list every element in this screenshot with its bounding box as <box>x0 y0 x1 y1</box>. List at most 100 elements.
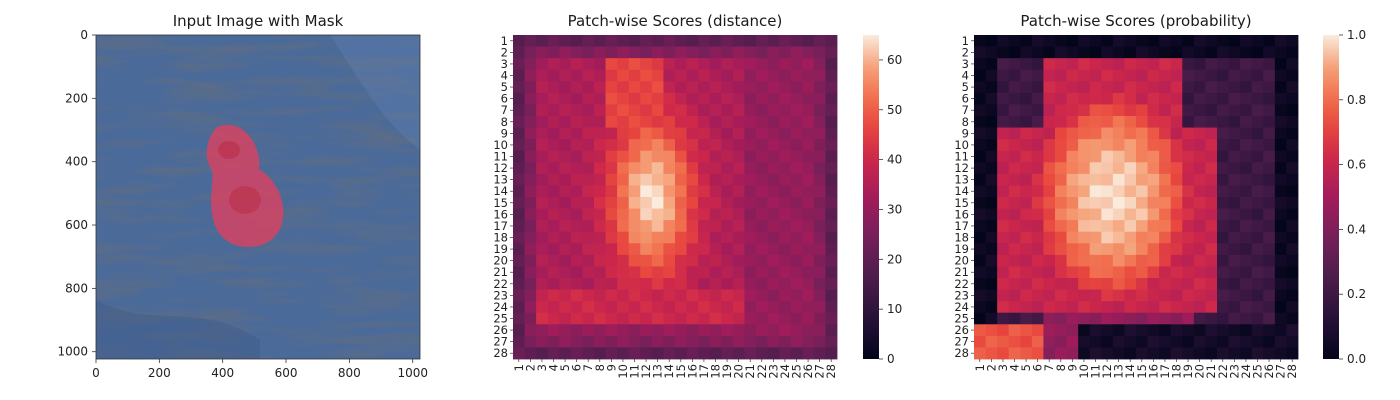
heatmap-cell <box>559 35 572 47</box>
panel1-ytick-label: 1000 <box>57 345 88 359</box>
heatmap-cell <box>651 116 664 128</box>
heatmap-cell <box>559 312 572 325</box>
heatmap-cell <box>524 139 537 152</box>
heatmap-cell <box>1112 301 1125 314</box>
heatmap-cell <box>1217 243 1229 256</box>
heatmap-cell <box>1136 208 1148 221</box>
heatmap-cell <box>1101 69 1114 82</box>
heatmap-cell <box>1263 208 1276 221</box>
heatmap-cell <box>756 335 768 348</box>
heatmap-cell <box>570 243 583 256</box>
heatmap-cell <box>651 289 664 302</box>
heatmap-cell <box>1205 185 1218 198</box>
heatmap-cell <box>1008 58 1021 71</box>
heatmap-cell <box>663 208 676 221</box>
heatmap-cell <box>1101 162 1114 175</box>
heatmap-cell <box>1055 139 1067 152</box>
heatmap-cell <box>594 185 606 198</box>
heatmap-cell <box>1147 150 1160 163</box>
heatmap-ytick-label: 12 <box>493 161 508 175</box>
panel1-xtick-label: 1000 <box>397 366 428 380</box>
heatmap-cell <box>1066 324 1079 337</box>
heatmap-cell <box>732 220 745 233</box>
heatmap-cell <box>524 231 537 244</box>
heatmap-ytick-label: 5 <box>501 80 508 94</box>
heatmap-cell <box>651 173 664 186</box>
heatmap-cell <box>756 231 768 244</box>
heatmap-cell <box>974 81 986 94</box>
heatmap-cell <box>686 301 699 314</box>
heatmap-cell <box>698 335 711 348</box>
heatmap-cell <box>1228 289 1241 302</box>
heatmap-cell <box>974 220 986 233</box>
heatmap-cell <box>790 197 803 209</box>
heatmap-cell <box>813 197 826 209</box>
heatmap-cell <box>559 324 572 337</box>
heatmap-cell <box>974 35 986 47</box>
heatmap-cell <box>1228 197 1241 209</box>
heatmap-cell <box>1251 220 1264 233</box>
heatmap-cell <box>802 46 815 59</box>
heatmap-xtick-label: 25 <box>790 364 804 379</box>
heatmap-cell <box>1066 278 1079 290</box>
heatmap-cell <box>1251 173 1264 186</box>
heatmap-cell <box>1147 254 1160 267</box>
heatmap-cell <box>802 69 815 82</box>
heatmap-cell <box>997 185 1010 198</box>
heatmap-cell <box>1078 266 1091 279</box>
heatmap-cell <box>1286 116 1299 128</box>
heatmap-cell <box>651 197 664 209</box>
heatmap-cell <box>1251 35 1264 47</box>
heatmap-cell <box>721 185 734 198</box>
heatmap-cell <box>686 46 699 59</box>
heatmap-cell <box>524 104 537 117</box>
heatmap-cell <box>675 289 687 302</box>
heatmap-xtick-label: 26 <box>1262 364 1276 379</box>
heatmap-cell <box>767 301 780 314</box>
heatmap-cell <box>813 231 826 244</box>
heatmap-cell <box>1217 116 1229 128</box>
heatmap-cell <box>709 185 722 198</box>
heatmap-cell <box>605 116 618 128</box>
heatmap-cell <box>663 289 676 302</box>
heatmap-cell <box>1078 162 1091 175</box>
heatmap-cell <box>997 92 1010 105</box>
heatmap-cell <box>559 231 572 244</box>
heatmap-cell <box>1159 116 1172 128</box>
heatmap-cell <box>790 312 803 325</box>
heatmap-cell <box>767 185 780 198</box>
heatmap-cell <box>559 81 572 94</box>
heatmap-cell <box>997 335 1010 348</box>
heatmap-cell <box>547 139 560 152</box>
heatmap-cell <box>1263 173 1276 186</box>
heatmap-cell <box>721 35 734 47</box>
heatmap-cell <box>1124 254 1137 267</box>
heatmap-cell <box>1263 347 1276 360</box>
heatmap-cell <box>721 301 734 314</box>
heatmap-cell <box>1263 185 1276 198</box>
heatmap-cell <box>1008 162 1021 175</box>
heatmap-xtick-label: 6 <box>570 364 584 371</box>
heatmap-cell <box>559 220 572 233</box>
heatmap-cell <box>1228 46 1241 59</box>
heatmap-cell <box>1217 139 1229 152</box>
heatmap-cell <box>605 266 618 279</box>
heatmap-cell <box>1031 35 1044 47</box>
heatmap-cell <box>698 254 711 267</box>
heatmap-cell <box>1205 208 1218 221</box>
panel-probability-heatmap: Patch-wise Scores (probability) 12345678… <box>954 12 1366 379</box>
heatmap-cell <box>605 197 618 209</box>
heatmap-cell <box>1217 150 1229 163</box>
heatmap-cell <box>802 104 815 117</box>
heatmap-cell <box>779 220 792 233</box>
heatmap-cell <box>686 266 699 279</box>
heatmap-cell <box>1159 347 1172 360</box>
heatmap-xtick-label: 6 <box>1031 364 1045 371</box>
panel1-xtick-label: 600 <box>275 366 298 380</box>
heatmap-cell <box>732 243 745 256</box>
probability-heatmap-yticks: 1234567891011121314151617181920212223242… <box>954 34 974 360</box>
heatmap-cell <box>513 173 525 186</box>
distance-colorbar <box>863 35 879 359</box>
heatmap-cell <box>767 289 780 302</box>
heatmap-cell <box>1286 69 1299 82</box>
